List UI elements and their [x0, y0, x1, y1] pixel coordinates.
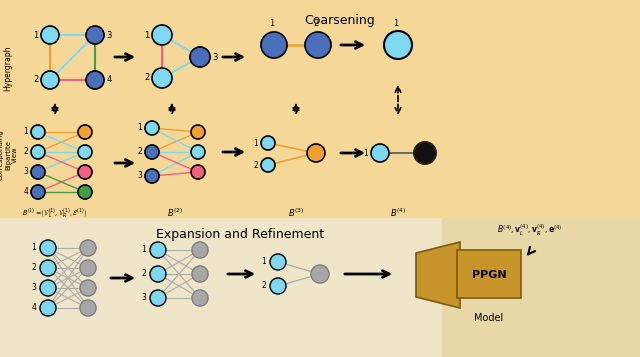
Circle shape [384, 31, 412, 59]
Text: 3: 3 [212, 52, 218, 61]
Text: $B^{(2)}$: $B^{(2)}$ [167, 207, 183, 220]
Text: 4: 4 [31, 303, 36, 312]
Circle shape [145, 145, 159, 159]
Circle shape [31, 165, 45, 179]
Text: Expansion and Refinement: Expansion and Refinement [156, 228, 324, 241]
Polygon shape [416, 242, 460, 308]
Circle shape [311, 265, 329, 283]
Text: 2: 2 [141, 270, 147, 278]
Text: 1: 1 [33, 30, 38, 40]
Text: 1: 1 [262, 257, 266, 266]
Text: 1: 1 [138, 124, 142, 132]
Bar [0, 218, 442, 357]
Circle shape [80, 260, 96, 276]
Circle shape [414, 142, 436, 164]
Circle shape [150, 266, 166, 282]
Text: 2: 2 [31, 263, 36, 272]
Text: 3: 3 [106, 30, 112, 40]
Text: 2: 2 [145, 74, 150, 82]
FancyBboxPatch shape [457, 250, 521, 298]
Circle shape [78, 185, 92, 199]
Circle shape [145, 169, 159, 183]
Text: 4: 4 [24, 187, 28, 196]
Bar [442, 218, 640, 357]
Text: 4: 4 [106, 75, 111, 85]
Text: $B^{(3)}$: $B^{(3)}$ [288, 207, 304, 220]
Circle shape [78, 145, 92, 159]
Text: $B^{(1)}=\!\left(\mathcal{V}_L^{(1)},\mathcal{V}_R^{(1)},\mathcal{E}^{(1)}\right: $B^{(1)}=\!\left(\mathcal{V}_L^{(1)},\ma… [22, 207, 87, 221]
Circle shape [261, 158, 275, 172]
Text: 1: 1 [269, 19, 275, 27]
Circle shape [41, 71, 59, 89]
Circle shape [371, 144, 389, 162]
Circle shape [261, 136, 275, 150]
Circle shape [78, 125, 92, 139]
Text: 3: 3 [141, 293, 147, 302]
Circle shape [40, 240, 56, 256]
Text: 1: 1 [253, 139, 259, 147]
Circle shape [192, 266, 208, 282]
Circle shape [191, 165, 205, 179]
Text: 3: 3 [31, 283, 36, 292]
Text: Model: Model [474, 313, 504, 323]
Text: Corresponding
Bipartite
View: Corresponding Bipartite View [0, 130, 18, 180]
Circle shape [305, 32, 331, 58]
Circle shape [41, 26, 59, 44]
Text: 1: 1 [141, 246, 147, 255]
Circle shape [190, 47, 210, 67]
Text: 3: 3 [24, 167, 28, 176]
Text: 1: 1 [31, 243, 36, 252]
Circle shape [40, 300, 56, 316]
Circle shape [192, 242, 208, 258]
Text: 2: 2 [253, 161, 259, 170]
Text: 1: 1 [364, 149, 369, 157]
Circle shape [31, 185, 45, 199]
Circle shape [270, 278, 286, 294]
Circle shape [86, 71, 104, 89]
Text: $B^{(4)},\mathbf{v}_L^{(4)},\mathbf{v}_R^{(4)},\mathbf{e}^{(4)}$: $B^{(4)},\mathbf{v}_L^{(4)},\mathbf{v}_R… [497, 222, 563, 238]
Circle shape [270, 254, 286, 270]
Text: 1: 1 [145, 30, 150, 40]
Text: 2: 2 [33, 75, 38, 85]
Text: 2: 2 [314, 19, 319, 27]
Circle shape [80, 280, 96, 296]
Bar [0, 0, 640, 218]
Text: 2: 2 [138, 147, 142, 156]
Circle shape [152, 25, 172, 45]
Circle shape [80, 240, 96, 256]
Circle shape [145, 121, 159, 135]
Circle shape [307, 144, 325, 162]
Circle shape [78, 165, 92, 179]
Circle shape [31, 125, 45, 139]
Text: 1: 1 [394, 19, 399, 27]
Circle shape [40, 280, 56, 296]
Text: PPGN: PPGN [472, 270, 506, 280]
Circle shape [31, 145, 45, 159]
Circle shape [86, 26, 104, 44]
Text: Coarsening: Coarsening [305, 14, 376, 27]
Text: 3: 3 [138, 171, 143, 181]
Circle shape [152, 68, 172, 88]
Text: $B^{(4)}$: $B^{(4)}$ [390, 207, 406, 220]
Circle shape [150, 290, 166, 306]
Circle shape [192, 290, 208, 306]
Text: Hypergraph: Hypergraph [3, 45, 13, 91]
Circle shape [40, 260, 56, 276]
Circle shape [191, 125, 205, 139]
Text: 2: 2 [262, 282, 266, 291]
Circle shape [261, 32, 287, 58]
Circle shape [150, 242, 166, 258]
Text: 2: 2 [24, 147, 28, 156]
Text: 1: 1 [24, 127, 28, 136]
Circle shape [80, 300, 96, 316]
Circle shape [191, 145, 205, 159]
